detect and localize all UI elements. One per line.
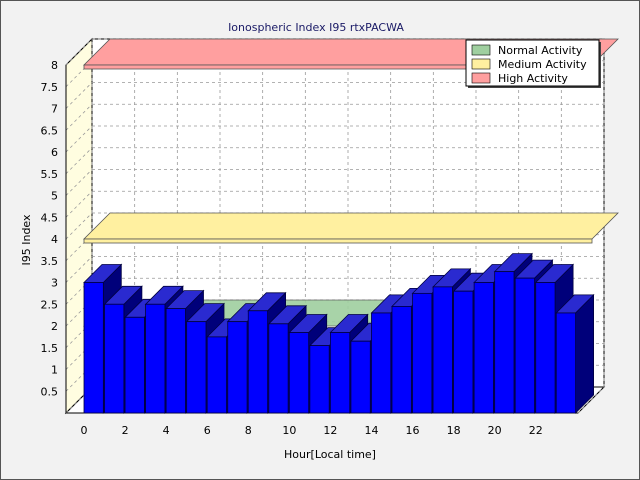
y-tick-label: 8	[51, 59, 58, 72]
bars	[83, 252, 595, 414]
x-tick-label: 8	[245, 424, 252, 437]
legend-entry: Medium Activity	[498, 58, 587, 71]
bar-front	[104, 303, 125, 414]
y-tick-label: 3.5	[41, 255, 59, 268]
y-tick-label: 7.5	[41, 81, 59, 94]
y-grid-line-side	[65, 147, 93, 175]
y-grid-line-side	[65, 212, 93, 240]
x-tick-label: 2	[122, 424, 129, 437]
y-tick-label: 4	[51, 233, 58, 246]
y-axis-label: I95 Index	[20, 214, 33, 266]
y-grid-line-side	[65, 38, 93, 66]
bar-front	[350, 340, 371, 414]
x-axis-label: Hour[Local time]	[284, 448, 376, 461]
bar-front	[247, 310, 268, 414]
x-tick-label: 20	[488, 424, 502, 437]
y-tick-label: 5.5	[41, 168, 59, 181]
y-tick-label: 6.5	[41, 124, 59, 137]
bar-front	[371, 312, 392, 414]
bar-front	[535, 282, 556, 414]
y-tick-label: 2.5	[41, 298, 59, 311]
y-tick-label: 5	[51, 190, 58, 203]
y-grid-line-side	[65, 125, 93, 153]
bar-23	[555, 293, 595, 414]
legend-entry: High Activity	[498, 72, 568, 85]
bar-front	[494, 271, 515, 414]
x-tick-label: 6	[204, 424, 211, 437]
bar-front	[124, 316, 145, 414]
x-tick-label: 18	[447, 424, 461, 437]
y-tick-label: 1.5	[41, 342, 59, 355]
legend-swatch	[471, 72, 491, 84]
y-tick-label: 4.5	[41, 211, 59, 224]
x-tick-label: 14	[364, 424, 378, 437]
y-grid-line-side	[65, 82, 93, 109]
y-tick-labels: 0.5 1 1.5 2 2.5 3 3.5 4 4.5 5 5.5 6 6.5 7 7.5 8	[41, 59, 59, 398]
bar-side	[575, 293, 594, 414]
bar-front	[412, 292, 433, 414]
x-grid-line-floor	[577, 386, 605, 414]
bar-front	[165, 308, 186, 414]
chart-title: Ionospheric Index I95 rtxPACWA	[228, 21, 404, 34]
bar-front	[145, 303, 166, 414]
medium-activity-band	[83, 212, 619, 240]
bar-front	[453, 290, 474, 414]
bar-front	[309, 345, 330, 414]
bar-front	[186, 321, 207, 414]
bar-front	[391, 306, 412, 414]
x-tick-label: 22	[529, 424, 543, 437]
x-tick-label: 16	[406, 424, 420, 437]
bar-front	[473, 282, 494, 414]
bar-front	[206, 336, 227, 414]
y-grid-line-side	[65, 169, 93, 196]
legend-swatch	[471, 58, 491, 70]
y-grid-line-side	[65, 256, 93, 283]
y-grid-line-side	[65, 103, 93, 131]
bar-front	[83, 282, 104, 414]
y-tick-label: 0.5	[41, 385, 59, 398]
legend-swatch	[471, 44, 491, 56]
bar-front	[432, 286, 453, 414]
bar-front	[329, 332, 351, 414]
x-tick-labels: 0 2 4 6 8 10 12 14 16 18 20 22	[81, 424, 543, 437]
y-grid-line-side	[65, 190, 93, 218]
y-tick-label: 1	[51, 364, 58, 377]
medium-activity-band-edge	[83, 238, 593, 244]
y-tick-label: 3	[51, 277, 58, 290]
x-tick-label: 0	[81, 424, 88, 437]
bar-front	[555, 312, 576, 414]
bar-front	[268, 323, 289, 414]
x-tick-label: 4	[163, 424, 170, 437]
bar-front	[227, 321, 248, 414]
y-tick-label: 7	[51, 103, 58, 116]
bar-front	[514, 277, 535, 414]
x-tick-label: 10	[282, 424, 296, 437]
y-tick-label: 6	[51, 146, 58, 159]
bar-front	[288, 332, 310, 414]
legend-entry: Normal Activity	[498, 44, 583, 57]
y-tick-label: 2	[51, 320, 58, 333]
x-tick-label: 12	[323, 424, 337, 437]
